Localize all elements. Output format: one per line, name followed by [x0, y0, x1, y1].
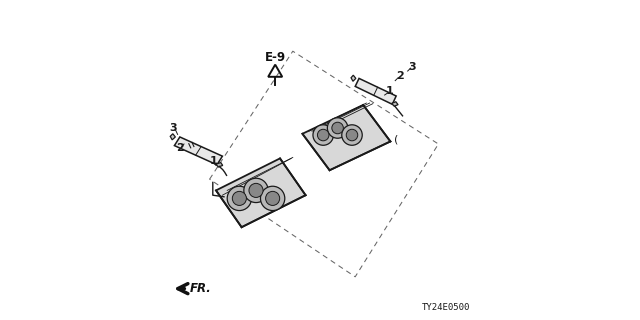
Polygon shape: [170, 134, 175, 140]
Circle shape: [260, 186, 285, 211]
Text: E-9: E-9: [264, 51, 286, 64]
Circle shape: [266, 191, 280, 205]
Polygon shape: [216, 158, 306, 227]
Circle shape: [313, 125, 333, 145]
Text: FR.: FR.: [189, 282, 211, 295]
Circle shape: [249, 183, 263, 197]
Circle shape: [342, 125, 362, 145]
Text: TY24E0500: TY24E0500: [422, 303, 470, 312]
Text: 3: 3: [408, 61, 416, 72]
Text: 2: 2: [176, 143, 184, 153]
Text: 1: 1: [210, 156, 218, 166]
Circle shape: [332, 122, 344, 134]
Circle shape: [317, 129, 329, 141]
Polygon shape: [174, 137, 223, 165]
Polygon shape: [302, 105, 390, 170]
Text: (: (: [394, 134, 398, 144]
Polygon shape: [216, 163, 223, 167]
Circle shape: [328, 118, 348, 138]
Circle shape: [232, 191, 246, 205]
Text: 2: 2: [396, 71, 404, 81]
Circle shape: [346, 129, 358, 141]
Polygon shape: [355, 78, 396, 104]
Polygon shape: [392, 102, 398, 106]
Text: 3: 3: [170, 123, 177, 133]
Circle shape: [227, 186, 252, 211]
Text: 1: 1: [386, 86, 394, 96]
Polygon shape: [351, 75, 356, 81]
Circle shape: [244, 178, 268, 203]
